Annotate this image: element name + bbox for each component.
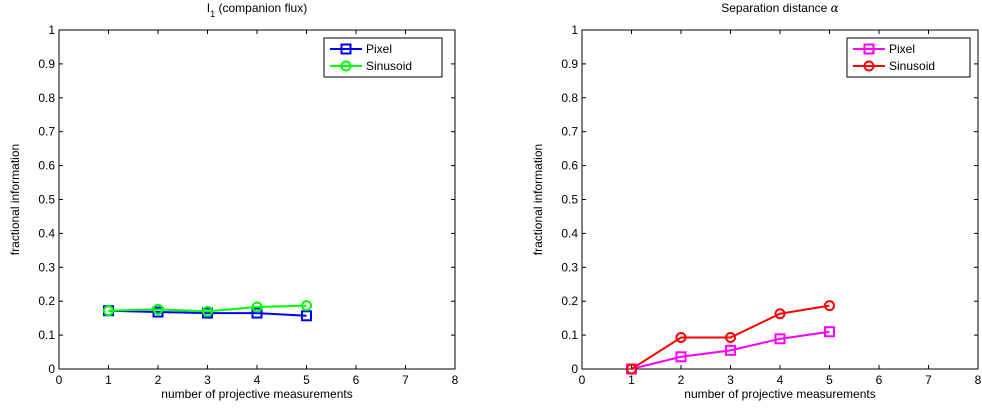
- legend-marker-square: [340, 43, 352, 55]
- y-tick-label: 0: [571, 362, 578, 376]
- x-tick-label: 8: [975, 373, 982, 387]
- title-symbol: α: [831, 1, 839, 15]
- y-tick-label: 0.8: [561, 91, 578, 105]
- y-tick-label: 0.9: [561, 57, 578, 71]
- axes-box: [581, 29, 979, 370]
- chart-title: Separation distance α: [721, 1, 839, 15]
- legend-marker-circle: [863, 60, 875, 72]
- chart-title: I1 (companion flux): [207, 1, 307, 19]
- y-tick-label: 0.9: [38, 57, 55, 71]
- legend-marker-circle: [340, 60, 352, 72]
- x-axis-label: number of projective measurements: [684, 387, 875, 401]
- legend-label: Pixel: [366, 42, 392, 56]
- series-2: [626, 300, 835, 375]
- series-line: [631, 330, 830, 370]
- legend: Pixel Sinusoid: [323, 37, 443, 78]
- y-tick-label: 1: [48, 23, 55, 37]
- data-point-square: [675, 351, 687, 363]
- legend-label: Sinusoid: [889, 59, 935, 73]
- y-tick-label: 0.3: [561, 260, 578, 274]
- series-line: [108, 304, 307, 313]
- chart-panel-2: 0 1 2 3 4 5 6 7 8 0 0.1 0.2 0.3 0.4 0.5 0.6 0.7 0.8 0.9 1 Se…: [531, 1, 982, 401]
- y-tick-label: 0.4: [561, 226, 578, 240]
- y-tick-label: 0.8: [38, 91, 55, 105]
- legend: Pixel Sinusoid: [846, 37, 971, 78]
- y-tick-label: 0.6: [38, 159, 55, 173]
- y-tick-label: 0.5: [561, 193, 578, 207]
- x-tick-label: 2: [155, 373, 162, 387]
- series-line: [108, 309, 307, 317]
- y-tick-label: 0.5: [38, 193, 55, 207]
- legend-marker-square: [863, 43, 875, 55]
- x-tick-label: 8: [452, 373, 459, 387]
- legend-label: Sinusoid: [366, 59, 412, 73]
- x-tick-label: 2: [678, 373, 685, 387]
- x-tick-label: 6: [353, 373, 360, 387]
- y-tick-label: 0.1: [561, 328, 578, 342]
- x-tick-label: 6: [876, 373, 883, 387]
- y-tick-label: 0.2: [38, 294, 55, 308]
- data-point-circle: [675, 331, 687, 343]
- x-tick-label: 0: [579, 373, 586, 387]
- x-tick-label: 7: [925, 373, 932, 387]
- data-point-circle: [301, 300, 312, 312]
- x-tick-label: 3: [204, 373, 211, 387]
- x-tick-label: 0: [56, 373, 63, 387]
- y-tick-label: 0.4: [38, 226, 55, 240]
- title-main: I: [207, 1, 210, 15]
- data-point-circle: [774, 308, 786, 320]
- data-point-circle: [152, 303, 164, 315]
- data-point-circle: [725, 331, 736, 343]
- title-rest: (companion flux): [215, 1, 307, 15]
- y-tick-label: 0: [48, 362, 55, 376]
- x-tick-label: 5: [826, 373, 833, 387]
- x-axis-label: number of projective measurements: [161, 387, 352, 401]
- y-tick-label: 0.2: [561, 294, 578, 308]
- x-tick-label: 3: [727, 373, 734, 387]
- y-axis-label: fractional information: [531, 144, 545, 255]
- title-main: Separation distance: [721, 1, 830, 15]
- data-point-circle: [103, 305, 114, 317]
- data-point-square: [301, 310, 312, 322]
- legend-label: Pixel: [889, 42, 915, 56]
- series-line: [630, 304, 830, 370]
- y-axis-label: fractional information: [8, 144, 22, 255]
- data-point-circle: [251, 301, 263, 313]
- y-tick-label: 0.3: [38, 260, 55, 274]
- y-tick-label: 0.6: [561, 159, 578, 173]
- y-tick-label: 1: [571, 23, 578, 37]
- data-point-square: [774, 333, 786, 345]
- data-point-circle: [824, 300, 835, 312]
- x-tick-label: 4: [254, 373, 261, 387]
- x-tick-label: 7: [402, 373, 409, 387]
- x-tick-label: 5: [303, 373, 310, 387]
- y-tick-label: 0.7: [561, 125, 578, 139]
- data-point-circle: [202, 305, 213, 317]
- data-point-square: [725, 344, 736, 356]
- x-tick-label: 1: [105, 373, 112, 387]
- data-point-square: [251, 307, 263, 319]
- x-tick-label: 4: [777, 373, 784, 387]
- x-tick-label: 1: [628, 373, 635, 387]
- data-point-circle: [626, 363, 637, 375]
- series-2: [103, 300, 312, 317]
- title-subscript: 1: [210, 9, 215, 19]
- chart-panel-1: 0 1 2 3 4 5 6 7 800.10.20.30.40.50.60.70.80.91I1…: [8, 1, 459, 401]
- y-tick-label: 0.7: [38, 125, 55, 139]
- y-tick-label: 0.1: [38, 328, 55, 342]
- data-point-square: [824, 326, 835, 338]
